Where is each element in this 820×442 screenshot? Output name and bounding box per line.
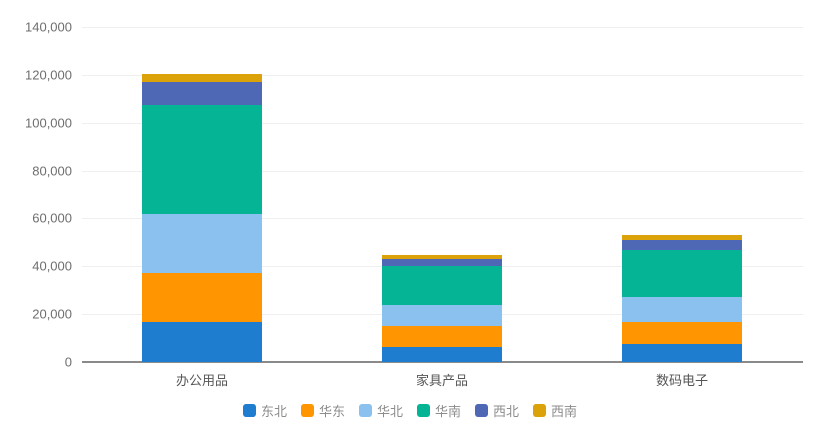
bar-segment[interactable] xyxy=(622,240,742,250)
legend-label: 华南 xyxy=(435,404,462,419)
y-tick-label: 40,000 xyxy=(32,258,72,274)
legend-swatch-icon xyxy=(475,404,489,417)
x-tick-label: 家具产品 xyxy=(415,373,468,388)
x-tick-label: 办公用品 xyxy=(175,373,228,388)
legend-item[interactable]: 东北 xyxy=(242,401,287,420)
y-tick-label: 100,000 xyxy=(25,115,72,131)
bar-segment[interactable] xyxy=(622,344,742,362)
legend-label: 华北 xyxy=(376,404,403,419)
bar-segment[interactable] xyxy=(622,321,742,345)
bar-segment[interactable] xyxy=(382,255,502,260)
legend-swatch-icon xyxy=(533,404,547,417)
bar-segment[interactable] xyxy=(622,235,742,241)
legend-swatch-icon xyxy=(242,404,256,417)
gridline xyxy=(82,171,803,172)
gridline xyxy=(82,123,803,124)
legend-item[interactable]: 西北 xyxy=(475,401,519,420)
y-tick-label: 120,000 xyxy=(25,67,72,83)
bar-segment[interactable] xyxy=(142,321,262,362)
y-tick-label: 60,000 xyxy=(32,210,72,226)
gridline xyxy=(82,218,803,219)
gridline xyxy=(82,75,803,76)
bar-segment[interactable] xyxy=(382,259,502,267)
legend-swatch-icon xyxy=(300,404,314,417)
legend-swatch-icon xyxy=(358,404,372,417)
bar-segment[interactable] xyxy=(382,325,502,347)
bar-segment[interactable] xyxy=(142,74,262,83)
x-axis-line xyxy=(82,361,803,363)
y-tick-label: 0 xyxy=(64,354,72,370)
legend-item[interactable]: 华南 xyxy=(417,401,461,420)
bar-stack[interactable] xyxy=(382,255,502,362)
bar-segment[interactable] xyxy=(382,346,502,362)
bar-segment[interactable] xyxy=(142,272,262,322)
y-tick-label: 20,000 xyxy=(32,306,72,322)
gridline xyxy=(82,27,803,28)
y-tick-label: 80,000 xyxy=(32,163,72,179)
bar-segment[interactable] xyxy=(142,214,262,273)
y-tick-label: 140,000 xyxy=(25,19,72,35)
bar-segment[interactable] xyxy=(622,297,742,322)
bar-segment[interactable] xyxy=(142,104,262,215)
x-tick-label: 数码电子 xyxy=(655,373,708,388)
legend: 东北 华东 华北 华南 西北 西南 xyxy=(0,401,820,420)
bar-stack[interactable] xyxy=(622,235,742,362)
legend-label: 西南 xyxy=(551,404,578,419)
legend-swatch-icon xyxy=(417,404,430,417)
legend-label: 西北 xyxy=(493,404,520,419)
bar-segment[interactable] xyxy=(622,249,742,298)
bar-stack[interactable] xyxy=(142,74,262,362)
legend-item[interactable]: 华北 xyxy=(358,401,403,420)
bar-segment[interactable] xyxy=(142,82,262,105)
bar-segment[interactable] xyxy=(382,266,502,306)
legend-label: 华东 xyxy=(318,404,345,419)
legend-item[interactable]: 西南 xyxy=(533,401,577,420)
legend-item[interactable]: 华东 xyxy=(300,401,345,420)
bar-segment[interactable] xyxy=(382,305,502,326)
legend-label: 东北 xyxy=(260,404,287,419)
